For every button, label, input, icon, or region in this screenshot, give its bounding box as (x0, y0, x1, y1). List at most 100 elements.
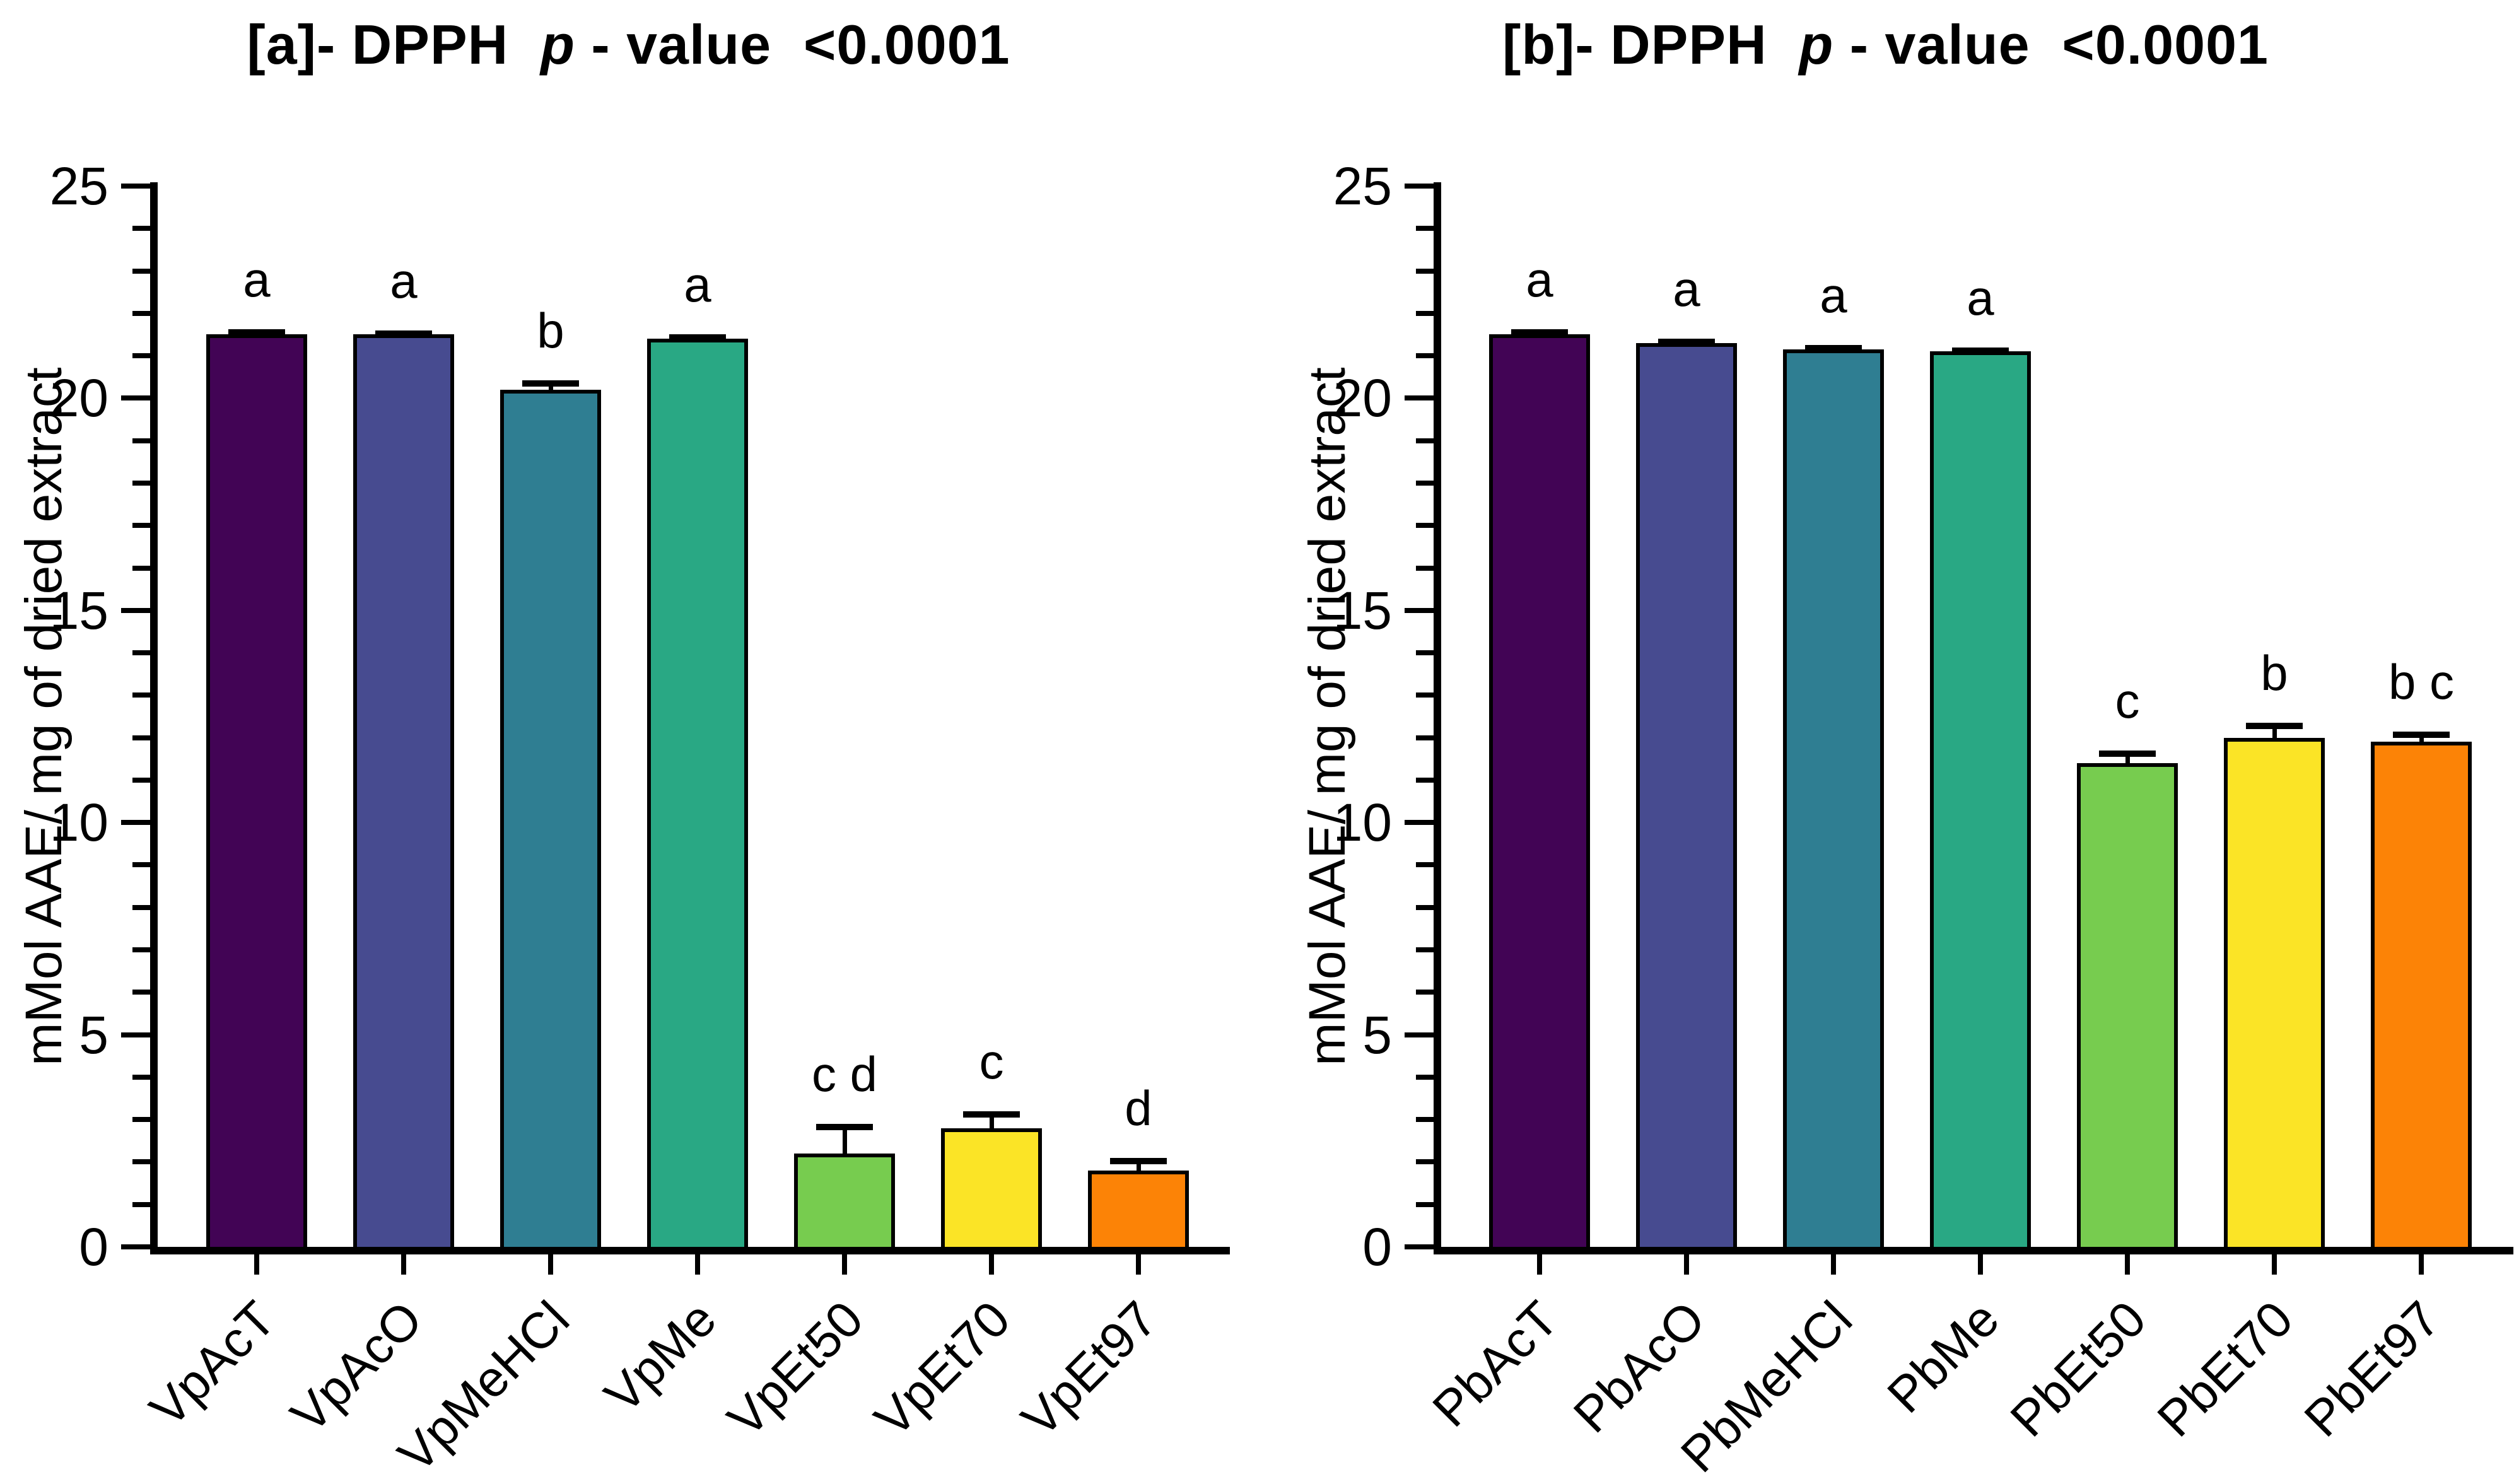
y-major-tick (1405, 820, 1434, 826)
y-minor-tick (132, 1201, 150, 1207)
y-major-tick (1405, 607, 1434, 613)
y-tick-label: 10 (1333, 793, 1392, 853)
sig-letter: a (1820, 267, 1847, 323)
sig-letter: a (1967, 270, 1994, 325)
x-tick (989, 1254, 994, 1275)
bar-PbMeHCl (1783, 349, 1884, 1247)
sig-letter: b c (2388, 654, 2455, 710)
x-tick (2419, 1254, 2424, 1275)
panel-b-title-prefix: [b]- DPPH (1502, 13, 1799, 76)
y-minor-tick (1416, 565, 1434, 571)
sig-letter: b (2260, 645, 2288, 701)
y-tick-label: 20 (49, 368, 108, 428)
y-minor-tick (132, 990, 150, 995)
panel-a-title-prefix: [a]- DPPH (247, 13, 541, 76)
error-bar-cap (1805, 345, 1862, 351)
y-minor-tick (132, 1159, 150, 1165)
y-major-tick (121, 1032, 150, 1037)
bar-PbEt50 (2077, 763, 2178, 1247)
y-minor-tick (132, 650, 150, 656)
sig-letter: b (537, 303, 564, 358)
y-minor-tick (132, 310, 150, 316)
panel-b-title-suffix: - value <0.0001 (1833, 13, 2269, 76)
panel-a: [a]- DPPH p - value <0.0001 mMol AAE/ mg… (0, 13, 1257, 1483)
error-bar-line (990, 1111, 994, 1128)
y-minor-tick (1416, 904, 1434, 910)
x-tick (1537, 1254, 1542, 1275)
y-tick-label: 0 (1362, 1217, 1392, 1277)
y-minor-tick (132, 565, 150, 571)
bar-PbAcT (1489, 334, 1590, 1247)
panel-a-title: [a]- DPPH p - value <0.0001 (0, 13, 1257, 77)
error-bar-cap (522, 380, 579, 387)
y-minor-tick (1416, 226, 1434, 231)
y-tick-label: 25 (49, 156, 108, 216)
y-minor-tick (132, 735, 150, 740)
panel-b-y-axis-label: mMol AAE/ mg of dried extract (1299, 367, 1356, 1066)
y-minor-tick (1416, 1074, 1434, 1080)
sig-letter: c (2115, 673, 2140, 728)
bar-VpAcT (206, 334, 307, 1247)
y-minor-tick (132, 353, 150, 359)
y-minor-tick (132, 226, 150, 231)
error-bar-cap (2246, 723, 2303, 729)
y-tick-label: 5 (1362, 1005, 1392, 1065)
bar-VpEt97 (1088, 1171, 1189, 1247)
error-bar-cap (963, 1111, 1020, 1118)
y-axis-line (150, 182, 158, 1254)
y-minor-tick (1416, 735, 1434, 740)
error-bar-cap (2099, 751, 2156, 757)
y-major-tick (121, 395, 150, 401)
y-major-tick (1405, 1032, 1434, 1037)
bar-VpAcO (353, 334, 454, 1247)
y-minor-tick (132, 438, 150, 443)
error-bar-cap (1658, 339, 1715, 345)
y-tick-label: 0 (79, 1217, 108, 1277)
y-tick-label: 15 (1333, 580, 1392, 640)
x-axis-line (1434, 1247, 2513, 1254)
y-minor-tick (1416, 1117, 1434, 1123)
sig-letter: a (684, 257, 711, 312)
y-minor-tick (132, 862, 150, 868)
y-minor-tick (1416, 990, 1434, 995)
y-major-tick (121, 184, 150, 189)
panel-a-title-p-symbol: p (541, 13, 575, 76)
y-minor-tick (1416, 310, 1434, 316)
y-minor-tick (1416, 862, 1434, 868)
y-minor-tick (132, 777, 150, 783)
error-bar-cap (1110, 1158, 1167, 1164)
panel-a-y-axis-label: mMol AAE/ mg of dried extract (15, 367, 73, 1066)
bar-PbMe (1930, 351, 2031, 1247)
x-axis-line (150, 1247, 1230, 1254)
error-bar-cap (2393, 732, 2450, 738)
y-minor-tick (1416, 947, 1434, 953)
sig-letter: d (1125, 1080, 1152, 1136)
y-tick-label: 10 (49, 793, 108, 853)
y-minor-tick (1416, 777, 1434, 783)
x-tick (401, 1254, 406, 1275)
y-minor-tick (132, 692, 150, 698)
bar-VpEt70 (941, 1128, 1042, 1247)
y-minor-tick (1416, 650, 1434, 656)
x-tick (1831, 1254, 1836, 1275)
y-minor-tick (132, 480, 150, 486)
x-tick (1978, 1254, 1983, 1275)
y-minor-tick (1416, 523, 1434, 529)
bar-VpEt50 (794, 1154, 895, 1247)
x-tick (695, 1254, 700, 1275)
sig-letter: a (390, 253, 418, 308)
panel-b-title-p-symbol: p (1799, 13, 1834, 76)
y-minor-tick (132, 904, 150, 910)
x-tick (1136, 1254, 1141, 1275)
panel-b: [b]- DPPH p - value <0.0001 mMol AAE/ mg… (1257, 0, 2514, 1484)
x-tick (1684, 1254, 1689, 1275)
error-bar-line (2272, 723, 2277, 738)
x-tick (2272, 1254, 2277, 1275)
sig-letter: a (1526, 252, 1553, 307)
sig-letter: a (243, 252, 271, 307)
y-tick-label: 20 (1333, 368, 1392, 428)
error-bar-cap (816, 1124, 873, 1130)
error-bar-line (843, 1124, 847, 1154)
y-minor-tick (132, 947, 150, 953)
